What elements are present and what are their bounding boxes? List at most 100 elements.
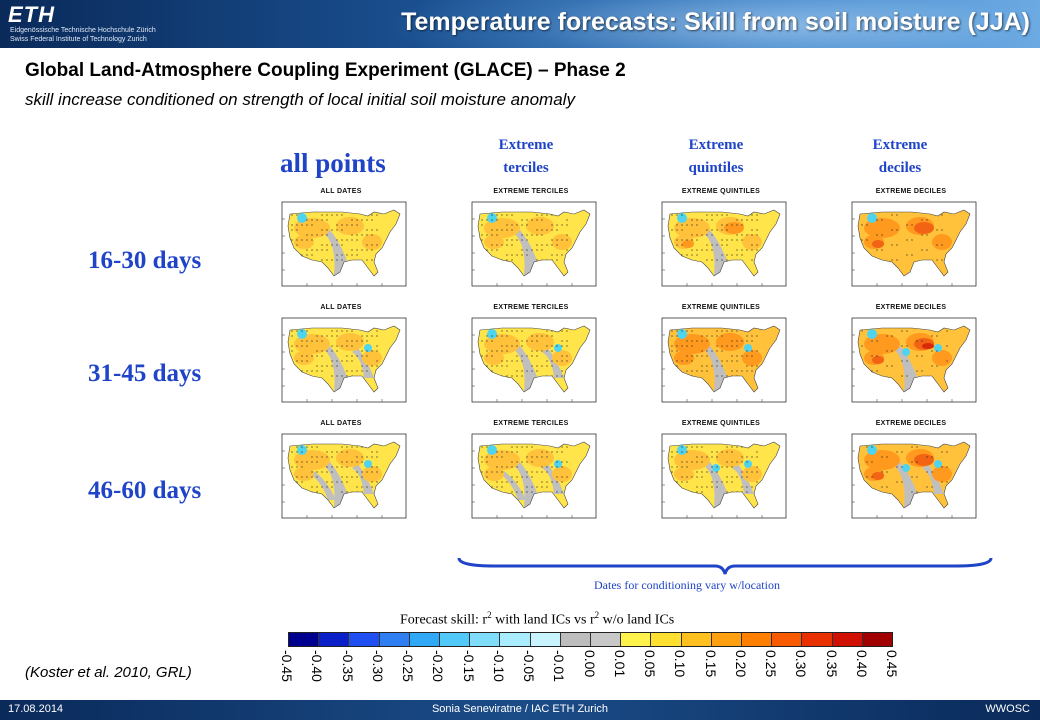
colorbar-segment xyxy=(802,633,833,646)
deciles-line2: deciles xyxy=(878,160,922,176)
colorbar-tick-label: -0.01 xyxy=(551,650,568,682)
forecast-skill-caption: Forecast skill: r2 with land ICs vs r2 w… xyxy=(400,610,674,629)
map-panel-title: EXTREME TERCILES xyxy=(493,304,569,311)
map-panel: EXTREME QUINTILES xyxy=(648,420,794,532)
colorbar-tick-label: -0.25 xyxy=(400,650,416,682)
eth-logo-line-german: Eidgenössische Technische Hochschule Zür… xyxy=(10,27,156,34)
colorbar-tick-label: -0.20 xyxy=(430,650,447,682)
colorbar-tick-label: -0.30 xyxy=(369,650,386,682)
map-panel: ALL DATES xyxy=(268,188,414,300)
map-panel-title: ALL DATES xyxy=(320,188,362,195)
colorbar-tick-label: -0.45 xyxy=(279,650,295,682)
usa-map xyxy=(661,433,787,519)
map-panel: ALL DATES xyxy=(268,304,414,416)
row-label-31-45: 31-45 days xyxy=(88,360,202,387)
map-panel-title: EXTREME TERCILES xyxy=(493,420,569,427)
map-panel: EXTREME TERCILES xyxy=(458,188,604,300)
terciles-line1: Extreme xyxy=(498,137,554,153)
footer-event: WWOSC xyxy=(985,703,1030,715)
column-heading-deciles: Extreme deciles xyxy=(840,134,960,180)
map-panel: ALL DATES xyxy=(268,420,414,532)
map-panel: EXTREME DECILES xyxy=(838,420,984,532)
deciles-line1: Extreme xyxy=(872,137,928,153)
colorbar-segment xyxy=(440,633,471,646)
caption-sup1: 2 xyxy=(487,610,492,620)
colorbar-tick-label: 0.40 xyxy=(853,650,870,678)
map-panel: EXTREME TERCILES xyxy=(458,420,604,532)
map-panel-title: ALL DATES xyxy=(320,420,362,427)
map-panel: EXTREME TERCILES xyxy=(458,304,604,416)
terciles-line2: terciles xyxy=(503,160,549,176)
map-panel-title: EXTREME QUINTILES xyxy=(681,420,761,427)
map-panel-title: EXTREME DECILES xyxy=(875,188,947,195)
colorbar-segment xyxy=(832,633,863,646)
colorbar-tick-label: 0.35 xyxy=(823,650,840,678)
row-label-46-60: 46-60 days xyxy=(88,477,202,504)
colorbar-segment xyxy=(711,633,743,646)
colorbar-tick-label: 0.05 xyxy=(642,650,658,678)
eth-logo-mark: ETH xyxy=(8,2,55,27)
eth-logo: ETH Eidgenössische Technische Hochschule… xyxy=(0,0,170,48)
colorbar-tick-label: 0.25 xyxy=(763,650,779,678)
colorbar-segment xyxy=(319,633,350,646)
colorbar-segment xyxy=(409,633,441,646)
caption-sup2: 2 xyxy=(594,610,600,620)
usa-map xyxy=(851,317,977,403)
map-panel-title: ALL DATES xyxy=(320,304,362,311)
map-panel-title: EXTREME QUINTILES xyxy=(681,188,761,195)
colorbar-segment xyxy=(681,633,712,646)
subtitle-main: Global Land-Atmosphere Coupling Experime… xyxy=(25,60,626,81)
footer-date: 17.08.2014 xyxy=(8,703,64,715)
usa-map xyxy=(661,317,787,403)
slide-title: Temperature forecasts: Skill from soil m… xyxy=(401,8,1030,36)
header-banner: ETH Eidgenössische Technische Hochschule… xyxy=(0,0,1040,48)
colorbar-segment xyxy=(862,633,893,646)
usa-map xyxy=(471,201,597,287)
map-panel-title: EXTREME TERCILES xyxy=(493,188,569,195)
map-panel: EXTREME QUINTILES xyxy=(648,304,794,416)
map-panel-title: EXTREME DECILES xyxy=(875,304,947,311)
colorbar-segment xyxy=(560,633,592,646)
footer-author: Sonia Seneviratne / IAC ETH Zurich xyxy=(431,703,609,715)
map-panel: EXTREME DECILES xyxy=(838,188,984,300)
usa-map xyxy=(281,317,407,403)
citation: (Koster et al. 2010, GRL) xyxy=(25,664,192,681)
usa-map xyxy=(471,433,597,519)
header-glow xyxy=(380,0,1040,48)
colorbar-segment xyxy=(742,633,773,646)
caption-part3: w/o land ICs xyxy=(599,612,675,628)
map-panel: EXTREME DECILES xyxy=(838,304,984,416)
usa-map xyxy=(661,201,787,287)
caption-part1: Forecast skill: r xyxy=(400,612,488,628)
colorbar-segment xyxy=(591,633,622,646)
colorbar-segment xyxy=(621,633,652,646)
eth-logo-line-english: Swiss Federal Institute of Technology Zu… xyxy=(10,36,147,43)
colorbar-tick-label: -0.05 xyxy=(521,650,537,682)
map-panel-title: EXTREME QUINTILES xyxy=(681,304,761,311)
column-heading-all-points: all points xyxy=(280,148,386,178)
quintiles-line2: quintiles xyxy=(688,160,744,176)
colorbar-tick-label: -0.15 xyxy=(460,650,477,682)
brace-caption: Dates for conditioning vary w/location xyxy=(594,578,780,592)
caption-part2: with land ICs vs r xyxy=(491,612,595,628)
usa-map xyxy=(281,201,407,287)
map-panel: EXTREME QUINTILES xyxy=(648,188,794,300)
colorbar-tick-label: 0.01 xyxy=(611,650,628,678)
colorbar-tick-label: 0.20 xyxy=(732,650,749,678)
colorbar-tick-label: -0.35 xyxy=(339,650,356,682)
colorbar-segment xyxy=(379,633,410,646)
colorbar-tick-label: -0.10 xyxy=(490,650,507,682)
usa-map xyxy=(851,433,977,519)
colorbar-segment xyxy=(772,633,803,646)
colorbar-segment xyxy=(530,633,561,646)
footer-bar: Sonia Seneviratne / IAC ETH Zurich 17.08… xyxy=(0,700,1040,720)
quintiles-line1: Extreme xyxy=(688,137,744,153)
column-heading-quintiles: Extreme quintiles xyxy=(656,134,776,180)
column-heading-terciles: Extreme terciles xyxy=(466,134,586,180)
row-label-16-30: 16-30 days xyxy=(88,247,202,274)
colorbar-segment xyxy=(349,633,380,646)
colorbar-tick-label: 0.10 xyxy=(672,650,689,678)
map-panel-title: EXTREME DECILES xyxy=(875,420,947,427)
colorbar-tick-label: 0.00 xyxy=(581,650,598,678)
colorbar-tick-label: 0.30 xyxy=(793,650,810,678)
